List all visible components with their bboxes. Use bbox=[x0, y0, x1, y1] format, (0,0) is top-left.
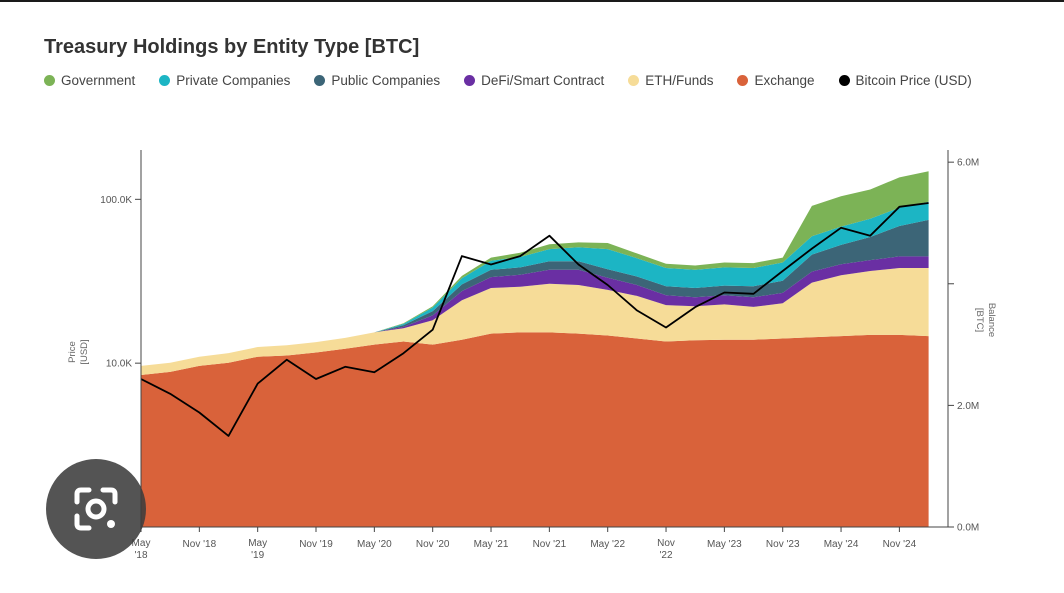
bitcoin-price-line bbox=[140, 202, 929, 437]
legend-dot bbox=[464, 75, 476, 86]
right-tick-label: 6.0M bbox=[957, 158, 979, 169]
chart-title: Treasury Holdings by Entity Type [BTC] bbox=[44, 36, 420, 58]
legend-item-public-companies[interactable]: Public Companies bbox=[314, 73, 440, 88]
legend-label: Exchange bbox=[754, 73, 815, 88]
legend-dot bbox=[737, 75, 749, 86]
x-tick-label: May '21 bbox=[474, 539, 509, 550]
x-tick-label: Nov '24 bbox=[883, 539, 917, 550]
area-eth-funds bbox=[141, 268, 929, 375]
x-tick-label: Nov bbox=[657, 538, 675, 549]
legend-label: Private Companies bbox=[176, 73, 291, 88]
area-public-companies bbox=[141, 219, 929, 366]
x-tick-label: May bbox=[132, 538, 151, 549]
legend-item-defi[interactable]: DeFi/Smart Contract bbox=[464, 73, 604, 88]
right-tick-label: 0.0M bbox=[957, 523, 979, 534]
legend-dot bbox=[314, 75, 326, 86]
x-tick-label: Nov '21 bbox=[533, 539, 567, 550]
area-exchange bbox=[141, 332, 929, 527]
x-tick-label: May bbox=[248, 538, 267, 549]
left-axis-title-line2: [USD] bbox=[79, 339, 90, 364]
x-tick-label-year: '18 bbox=[134, 550, 147, 561]
legend-label: ETH/Funds bbox=[645, 73, 714, 88]
right-axis-title-line2: [BTC] bbox=[974, 308, 985, 332]
legend-label: Government bbox=[61, 73, 136, 88]
x-tick-label-year: '22 bbox=[660, 550, 673, 561]
legend-label: Bitcoin Price (USD) bbox=[855, 73, 972, 88]
x-tick-label: May '23 bbox=[707, 539, 742, 550]
right-axis-title-line1: Balance bbox=[986, 303, 997, 337]
top-border bbox=[0, 0, 1064, 2]
legend-item-government[interactable]: Government bbox=[44, 73, 135, 88]
right-tick-label: 2.0M bbox=[957, 401, 979, 412]
area-defi-smart-contract bbox=[141, 256, 929, 366]
right-axis-title: Balance[BTC] bbox=[974, 303, 997, 337]
legend-dot bbox=[838, 75, 850, 86]
x-tick-label: Nov '20 bbox=[416, 539, 450, 550]
legend-item-eth-funds[interactable]: ETH/Funds bbox=[628, 73, 713, 88]
left-axis-title: Price [USD] bbox=[67, 339, 90, 364]
legend-dot bbox=[44, 75, 55, 86]
legend-item-bitcoin-price[interactable]: Bitcoin Price (USD) bbox=[838, 73, 972, 88]
x-tick-label-year: '19 bbox=[251, 550, 264, 561]
legend-label: Public Companies bbox=[331, 73, 441, 88]
legend-dot bbox=[628, 75, 640, 86]
x-tick-label: Nov '18 bbox=[183, 539, 217, 550]
left-tick-label: 100.0K bbox=[100, 195, 132, 206]
x-tick-label: May '24 bbox=[824, 539, 859, 550]
legend-item-exchange[interactable]: Exchange bbox=[737, 73, 815, 88]
left-tick-label: 10.0K bbox=[106, 359, 132, 370]
x-tick-label: Nov '23 bbox=[766, 539, 800, 550]
x-tick-label: Nov '19 bbox=[299, 539, 333, 550]
legend-item-private-companies[interactable]: Private Companies bbox=[159, 73, 290, 88]
legend-label: DeFi/Smart Contract bbox=[481, 73, 605, 88]
x-tick-label: May '22 bbox=[590, 539, 625, 550]
left-axis-title-line1: Price bbox=[67, 341, 78, 363]
google-lens-button[interactable] bbox=[46, 459, 146, 559]
lens-camera-icon bbox=[74, 487, 118, 531]
legend-dot bbox=[159, 75, 171, 86]
legend: Government Private Companies Public Comp… bbox=[44, 73, 972, 88]
x-tick-label: May '20 bbox=[357, 539, 392, 550]
